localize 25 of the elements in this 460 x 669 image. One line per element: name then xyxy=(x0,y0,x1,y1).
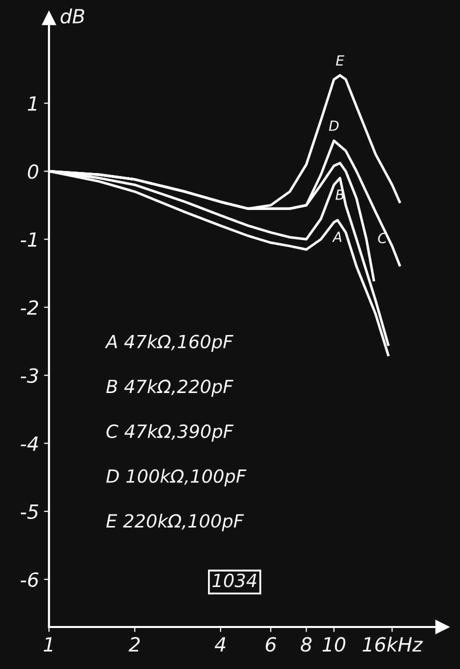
x-tick-label: 10 xyxy=(322,637,346,652)
annotation: D 100kΩ,100pF xyxy=(106,468,246,486)
y-axis-title: dB xyxy=(60,8,84,24)
y-tick-label: -4 xyxy=(20,436,38,451)
annotation: E xyxy=(336,55,344,66)
x-tick-label: 1 xyxy=(44,637,52,652)
x-tick-label: 8 xyxy=(300,637,312,652)
x-tick-label: 4 xyxy=(214,637,226,652)
annotation: 1034 xyxy=(212,574,256,588)
y-tick-label: -3 xyxy=(20,368,38,383)
x-tick-label: 2 xyxy=(128,637,140,652)
x-tick-label: 16kHz xyxy=(362,636,423,652)
annotation: B 47kΩ,220pF xyxy=(106,379,234,397)
annotation: E 220kΩ,100pF xyxy=(106,514,244,532)
annotation: C 47kΩ,390pF xyxy=(106,424,234,442)
y-tick-label: -5 xyxy=(20,504,38,520)
annotation: A 47kΩ,160pF xyxy=(104,334,234,352)
annotation: A xyxy=(332,232,342,242)
annotation: D xyxy=(328,120,339,131)
y-tick-label: 1 xyxy=(28,96,36,111)
y-tick-label: -2 xyxy=(20,300,38,315)
y-tick-label: -1 xyxy=(20,232,36,247)
y-tick-label: 0 xyxy=(28,164,38,179)
y-tick-label: -6 xyxy=(20,572,38,588)
x-tick-label: 6 xyxy=(266,637,276,652)
